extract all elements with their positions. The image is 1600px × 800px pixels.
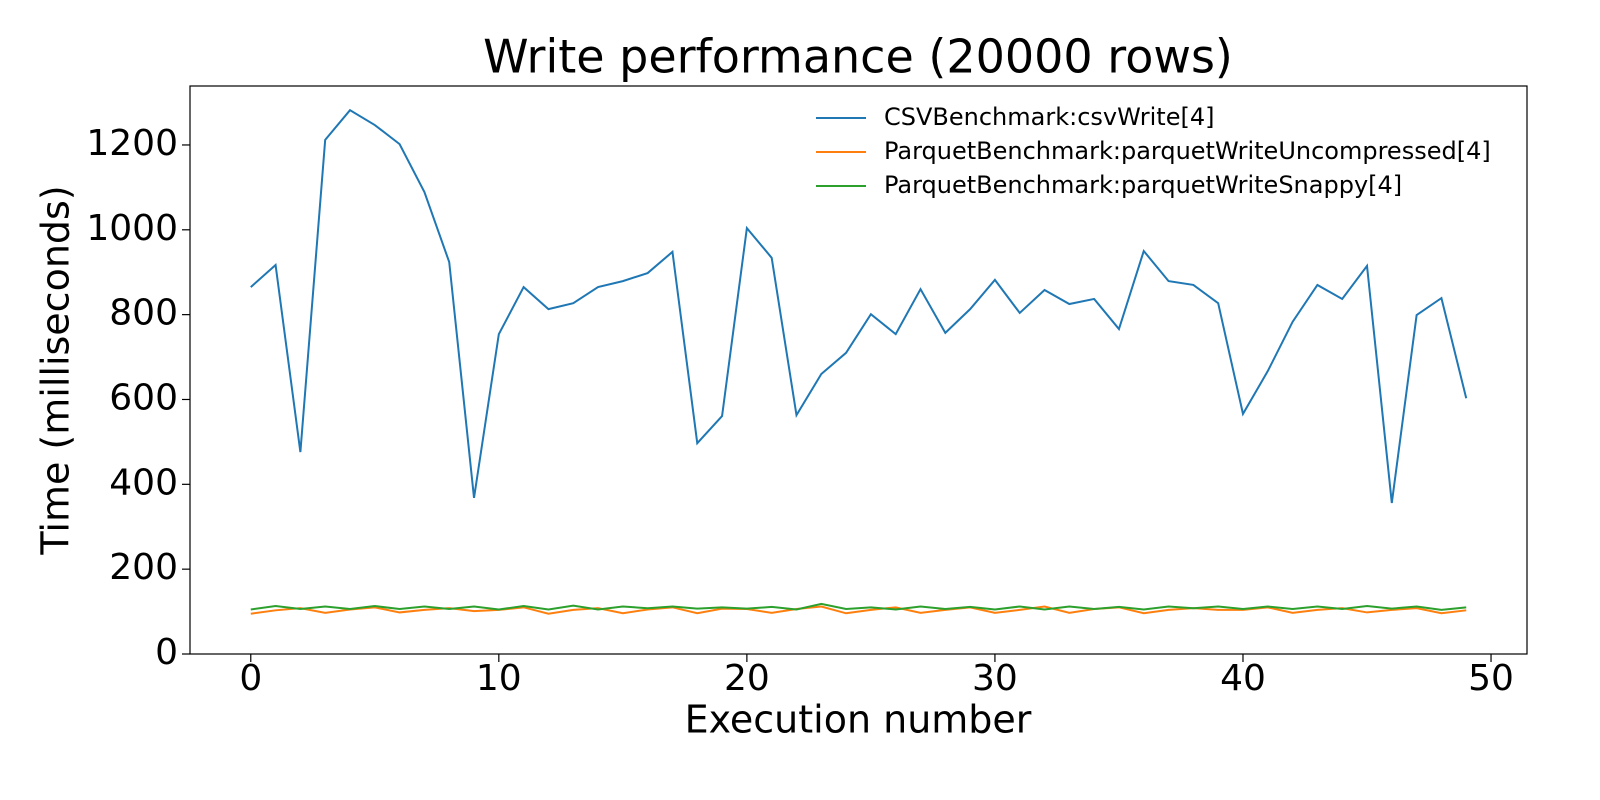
chart-title: Write performance (20000 rows)	[483, 30, 1233, 84]
series-line	[250, 602, 1467, 611]
x-axis-label: Execution number	[685, 698, 1032, 742]
plot-frame	[189, 85, 1528, 655]
y-tick-label: 1000	[86, 208, 178, 249]
x-tick-label: 40	[1220, 658, 1266, 699]
y-tick-label: 800	[109, 293, 178, 334]
legend-label: ParquetBenchmark:parquetWriteUncompresse…	[884, 137, 1491, 165]
legend-label: ParquetBenchmark:parquetWriteSnappy[4]	[884, 171, 1402, 199]
x-tick-label: 0	[239, 658, 262, 699]
y-tick-label: 600	[109, 377, 178, 418]
y-tick-label: 1200	[86, 123, 178, 164]
series-line	[250, 108, 1468, 504]
x-tick-label: 10	[476, 658, 522, 699]
y-tick-label: 400	[109, 462, 178, 503]
legend-label: CSVBenchmark:csvWrite[4]	[884, 103, 1214, 131]
y-tick-label: 0	[155, 632, 178, 673]
x-tick-label: 20	[724, 658, 770, 699]
x-tick-label: 50	[1468, 658, 1514, 699]
y-tick-label: 200	[109, 547, 178, 588]
x-tick-label: 30	[972, 658, 1018, 699]
y-axis-label: Time (milliseconds)	[34, 185, 78, 555]
